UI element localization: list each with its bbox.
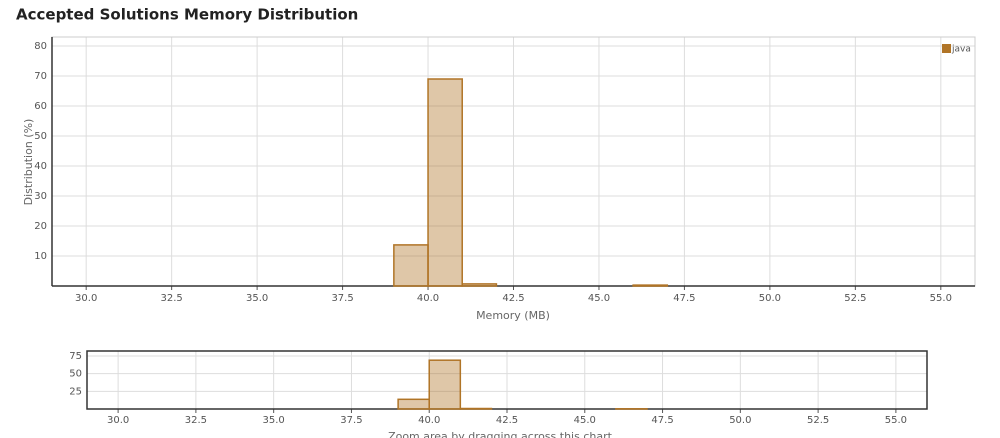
histogram-bar bbox=[393, 244, 429, 287]
x-tick-label: 55.0 bbox=[930, 293, 952, 304]
x-tick-label: 37.5 bbox=[331, 293, 353, 304]
plot-border bbox=[86, 350, 928, 410]
y-axis-title: Distribution (%) bbox=[22, 119, 35, 206]
x-tick-label: 32.5 bbox=[185, 415, 207, 426]
x-tick-label: 40.0 bbox=[417, 293, 439, 304]
x-tick-label: 45.0 bbox=[588, 293, 610, 304]
x-tick-label: 35.0 bbox=[246, 293, 268, 304]
histogram-bar bbox=[461, 283, 498, 287]
y-tick-label: 25 bbox=[69, 386, 82, 397]
x-tick-label: 52.5 bbox=[807, 415, 829, 426]
y-tick-label: 80 bbox=[34, 41, 47, 52]
y-tick-label: 50 bbox=[34, 131, 47, 142]
histogram-bar bbox=[427, 78, 463, 287]
x-tick-label: 50.0 bbox=[759, 293, 781, 304]
x-tick-label: 55.0 bbox=[885, 415, 907, 426]
y-tick-label: 40 bbox=[34, 161, 47, 172]
histogram-bar bbox=[428, 359, 462, 410]
x-tick-label: 42.5 bbox=[502, 293, 524, 304]
x-tick-label: 42.5 bbox=[496, 415, 518, 426]
chart-title: Accepted Solutions Memory Distribution bbox=[16, 6, 358, 24]
histogram-bar bbox=[397, 398, 430, 410]
x-tick-label: 37.5 bbox=[340, 415, 362, 426]
y-tick-label: 10 bbox=[34, 251, 47, 262]
y-tick-label: 70 bbox=[34, 71, 47, 82]
y-tick-label: 50 bbox=[69, 369, 82, 380]
x-tick-label: 32.5 bbox=[161, 293, 183, 304]
x-tick-label: 47.5 bbox=[673, 293, 695, 304]
histogram-bar bbox=[632, 284, 669, 287]
x-tick-label: 47.5 bbox=[651, 415, 673, 426]
legend-swatch bbox=[942, 44, 951, 53]
caption: Zoom area by dragging across this chart bbox=[388, 430, 613, 438]
x-axis-title: Memory (MB) bbox=[476, 309, 550, 322]
y-tick-label: 75 bbox=[69, 351, 82, 362]
legend-label: java bbox=[951, 45, 971, 55]
x-tick-label: 30.0 bbox=[75, 293, 97, 304]
y-tick-label: 30 bbox=[34, 191, 47, 202]
x-tick-label: 30.0 bbox=[107, 415, 129, 426]
y-tick-label: 60 bbox=[34, 101, 47, 112]
x-tick-label: 50.0 bbox=[729, 415, 751, 426]
x-tick-label: 45.0 bbox=[574, 415, 596, 426]
x-tick-label: 35.0 bbox=[263, 415, 285, 426]
x-tick-label: 40.0 bbox=[418, 415, 440, 426]
x-tick-label: 52.5 bbox=[844, 293, 866, 304]
y-tick-label: 20 bbox=[34, 221, 47, 232]
